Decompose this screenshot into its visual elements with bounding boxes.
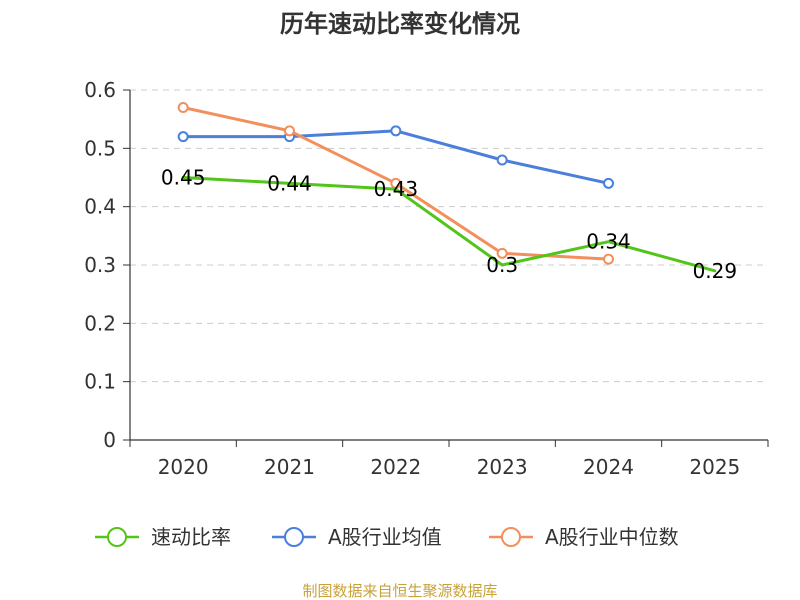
legend: 速动比率 A股行业均值 A股行业中位数 bbox=[95, 525, 679, 549]
x-tick-label: 2023 bbox=[477, 455, 528, 479]
label-layer: 0.45 0.44 0.43 0.3 0.34 0.29 bbox=[161, 166, 737, 283]
data-label: 0.29 bbox=[693, 259, 738, 283]
series-point bbox=[177, 131, 189, 143]
x-tick-label: 2021 bbox=[264, 455, 315, 479]
x-tick-label: 2020 bbox=[158, 455, 209, 479]
data-label: 0.34 bbox=[586, 230, 631, 254]
y-tick-label: 0.2 bbox=[84, 311, 116, 335]
series-layer bbox=[177, 102, 717, 273]
series-point bbox=[177, 102, 189, 113]
y-tick-label: 0.5 bbox=[84, 136, 116, 160]
data-label: 0.45 bbox=[161, 166, 206, 190]
legend-swatch-marker bbox=[107, 527, 127, 547]
x-tick-label: 2025 bbox=[689, 455, 740, 479]
y-tick-label: 0.1 bbox=[84, 370, 116, 394]
grid-layer bbox=[130, 89, 768, 383]
legend-swatch-marker bbox=[284, 527, 304, 547]
legend-label: 速动比率 bbox=[151, 525, 231, 549]
source-note: 制图数据来自恒生聚源数据库 bbox=[302, 582, 497, 600]
legend-label: A股行业均值 bbox=[328, 525, 442, 549]
series-line bbox=[181, 176, 717, 273]
data-label: 0.43 bbox=[374, 177, 419, 201]
series-point bbox=[496, 247, 508, 259]
series-point bbox=[284, 125, 295, 137]
y-tick-label: 0.4 bbox=[84, 195, 116, 219]
legend-label: A股行业中位数 bbox=[545, 525, 679, 549]
series-point bbox=[603, 253, 614, 265]
series-point bbox=[390, 125, 402, 137]
axis-layer: 0 0.1 0.2 0.3 0.4 0.5 0.6 2020 2021 2022 2023 2024 2… bbox=[84, 78, 769, 479]
series-point bbox=[603, 177, 614, 189]
data-label: 0.3 bbox=[486, 253, 518, 277]
legend-swatch-marker bbox=[501, 527, 521, 547]
series-line bbox=[181, 129, 610, 185]
x-tick-label: 2022 bbox=[370, 455, 421, 479]
y-tick-label: 0 bbox=[103, 428, 116, 452]
x-tick-label: 2024 bbox=[583, 455, 634, 479]
y-tick-label: 0.3 bbox=[84, 253, 116, 277]
data-label: 0.44 bbox=[267, 171, 312, 195]
y-tick-label: 0.6 bbox=[84, 78, 116, 102]
series-point bbox=[496, 154, 508, 166]
chart-title: 历年速动比率变化情况 bbox=[280, 10, 520, 38]
